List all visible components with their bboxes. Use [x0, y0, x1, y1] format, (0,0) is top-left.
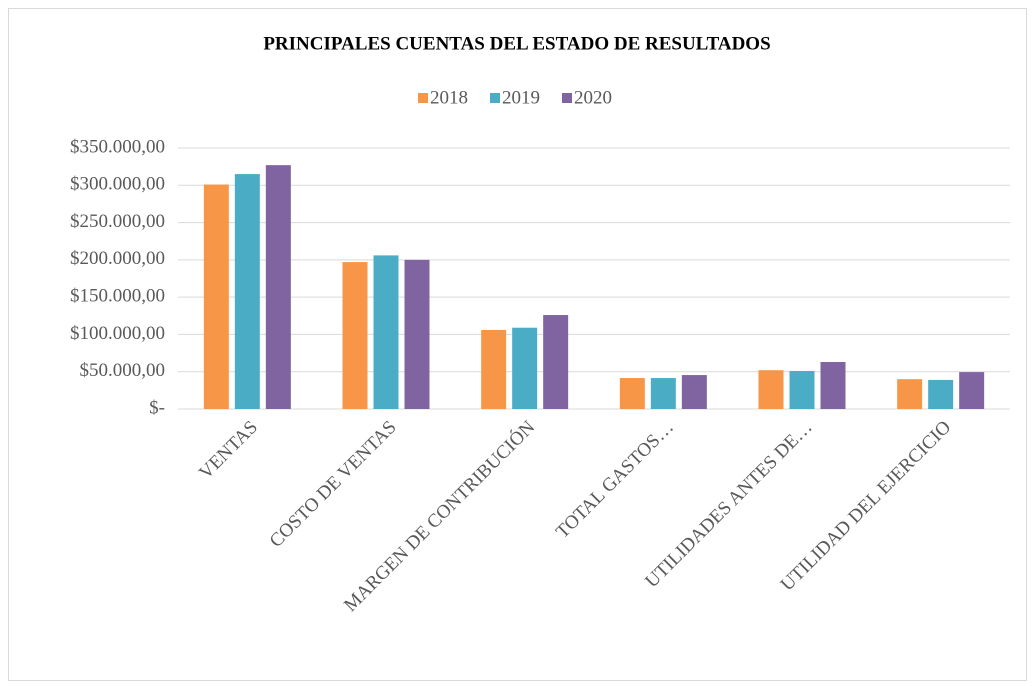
bar	[512, 327, 538, 409]
y-tick-label: $-	[149, 397, 165, 418]
y-tick-label: $250.000,00	[70, 211, 165, 232]
bar	[404, 259, 430, 409]
legend-label: 2020	[574, 87, 612, 108]
bar	[342, 262, 368, 409]
bar	[203, 184, 229, 409]
bar	[543, 315, 569, 409]
bar	[681, 375, 707, 409]
bar	[959, 372, 985, 409]
legend-swatch	[418, 93, 428, 103]
legend-label: 2018	[430, 87, 468, 108]
bar	[619, 378, 645, 409]
bar	[481, 329, 507, 409]
bar	[265, 165, 291, 409]
bar	[789, 370, 815, 409]
y-tick-label: $50.000,00	[80, 360, 166, 381]
bar	[234, 174, 260, 409]
bar	[928, 379, 954, 409]
legend-swatch	[490, 93, 500, 103]
y-tick-label: $200.000,00	[70, 248, 165, 269]
y-tick-label: $300.000,00	[70, 174, 165, 195]
bar	[758, 370, 784, 409]
legend-swatch	[562, 93, 572, 103]
legend-label: 2019	[502, 87, 540, 108]
chart-title: PRINCIPALES CUENTAS DEL ESTADO DE RESULT…	[263, 33, 770, 54]
bar	[373, 255, 399, 409]
y-tick-label: $350.000,00	[70, 136, 165, 157]
y-tick-label: $150.000,00	[70, 286, 165, 307]
bar	[897, 379, 923, 409]
bar	[820, 362, 846, 409]
y-tick-label: $100.000,00	[70, 323, 165, 344]
bar	[650, 378, 676, 409]
